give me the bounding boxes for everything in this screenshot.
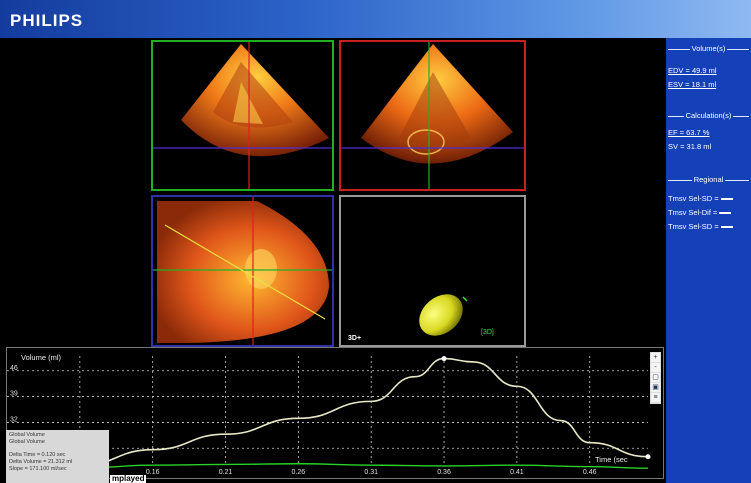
end-marker: [645, 454, 651, 460]
calculations-header: Calculation(s): [666, 111, 751, 120]
ef-value[interactable]: EF = 63.7 %: [668, 128, 710, 137]
sv-value: SV = 31.8 ml: [668, 142, 712, 151]
lv-volume-render: [419, 294, 468, 336]
render-mode-label: 3D+: [348, 335, 362, 342]
y-tick-label: 39: [10, 391, 18, 398]
measurement-info-box: Global Volume Global Volume Delta Time =…: [6, 430, 109, 483]
y-tick-label: 46: [10, 365, 18, 372]
menu-icon[interactable]: ≡: [651, 393, 660, 402]
yellow-cut-line[interactable]: [164, 224, 326, 320]
info-line: Delta Time = 0.120 sec: [9, 452, 66, 458]
volume-time-chart[interactable]: 0.110.160.210.260.310.360.410.4646393225…: [6, 347, 664, 479]
y-tick-label: 32: [10, 416, 18, 423]
measurements-panel: Volume(s) EDV = 49.9 ml ESV = 18.1 ml Ca…: [666, 38, 751, 483]
volumes-header: Volume(s): [666, 44, 751, 53]
reference-curve: [7, 463, 649, 469]
x-tick-label: 0.31: [364, 469, 378, 476]
regional-item: Tmsv Sel-SD =: [668, 194, 733, 203]
status-label: mplayed: [110, 474, 147, 483]
edv-value[interactable]: EDV = 49.9 ml: [668, 66, 717, 75]
view-top-right[interactable]: [339, 40, 526, 191]
x-tick-label: 0.21: [219, 469, 233, 476]
view-bottom-left[interactable]: [151, 195, 334, 347]
philips-logo: PHILIPS: [10, 11, 84, 30]
y-axis-title: Volume (ml): [21, 353, 62, 362]
grid-icon[interactable]: ▣: [651, 383, 660, 392]
chart-toolstrip: + - ▢ ▣ ≡: [650, 352, 661, 404]
peak-marker: [441, 356, 447, 362]
title-bar: PHILIPS: [0, 0, 751, 38]
x-tick-label: 0.41: [510, 469, 524, 476]
x-tick-label: 0.46: [583, 469, 597, 476]
zoom-in-button[interactable]: +: [651, 353, 660, 362]
x-tick-label: 0.16: [146, 469, 160, 476]
ultrasound-image: [341, 42, 524, 189]
x-tick-label: 0.36: [437, 469, 451, 476]
x-axis-title: Time (sec: [595, 455, 628, 464]
regional-item: Tmsv Sel-Dif =: [668, 208, 732, 217]
info-line: Global Volume: [9, 432, 45, 438]
view-top-left[interactable]: [151, 40, 334, 191]
info-line: Slope = 171.100 ml/sec: [9, 466, 67, 472]
ultrasound-image: [153, 42, 332, 189]
render-tag: [3D]: [481, 329, 494, 336]
info-line: Delta Volume = 21.312 ml: [9, 459, 73, 465]
fit-icon[interactable]: ▢: [651, 373, 660, 382]
regional-item: Tmsv Sel-SD =: [668, 222, 733, 231]
esv-value[interactable]: ESV = 18.1 ml: [668, 80, 717, 89]
view-3d-render[interactable]: 3D+ [3D]: [339, 195, 526, 347]
volume-curve: [7, 357, 649, 478]
info-line: Global Volume: [9, 439, 45, 445]
x-tick-label: 0.26: [292, 469, 306, 476]
regional-header: Regional: [666, 175, 751, 184]
ultrasound-image: [153, 197, 332, 345]
zoom-out-button[interactable]: -: [651, 363, 660, 372]
